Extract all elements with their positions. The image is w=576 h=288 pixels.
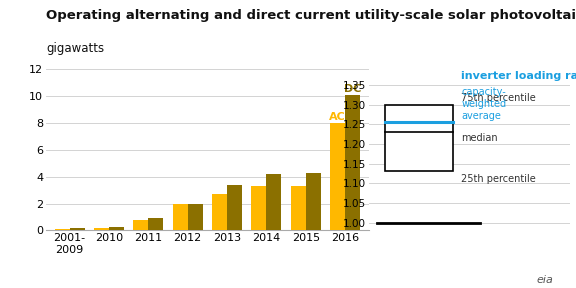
- Bar: [94, 228, 109, 230]
- Bar: [330, 123, 345, 230]
- Bar: [188, 204, 203, 230]
- Text: gigawatts: gigawatts: [46, 42, 104, 55]
- Bar: [266, 174, 281, 230]
- Bar: [227, 185, 242, 230]
- Text: median: median: [461, 133, 498, 143]
- Bar: [306, 173, 321, 230]
- Text: 25th percentile: 25th percentile: [461, 174, 536, 184]
- Bar: [212, 194, 227, 230]
- Text: AC: AC: [329, 112, 346, 122]
- Text: 75th percentile: 75th percentile: [461, 93, 536, 103]
- Text: eia: eia: [536, 275, 553, 285]
- Bar: [345, 95, 360, 230]
- Bar: [70, 228, 85, 230]
- Bar: [134, 220, 149, 230]
- Text: DC: DC: [344, 84, 361, 94]
- Bar: [149, 218, 164, 230]
- Text: Operating alternating and direct current utility-scale solar photovoltaic capaci: Operating alternating and direct current…: [46, 9, 576, 22]
- Text: inverter loading ratio: inverter loading ratio: [461, 71, 576, 81]
- Bar: [291, 186, 306, 230]
- Text: capacity-
weighted
average: capacity- weighted average: [461, 88, 506, 121]
- Bar: [55, 229, 70, 230]
- Bar: [173, 204, 188, 230]
- Bar: [109, 227, 124, 230]
- Bar: [251, 186, 266, 230]
